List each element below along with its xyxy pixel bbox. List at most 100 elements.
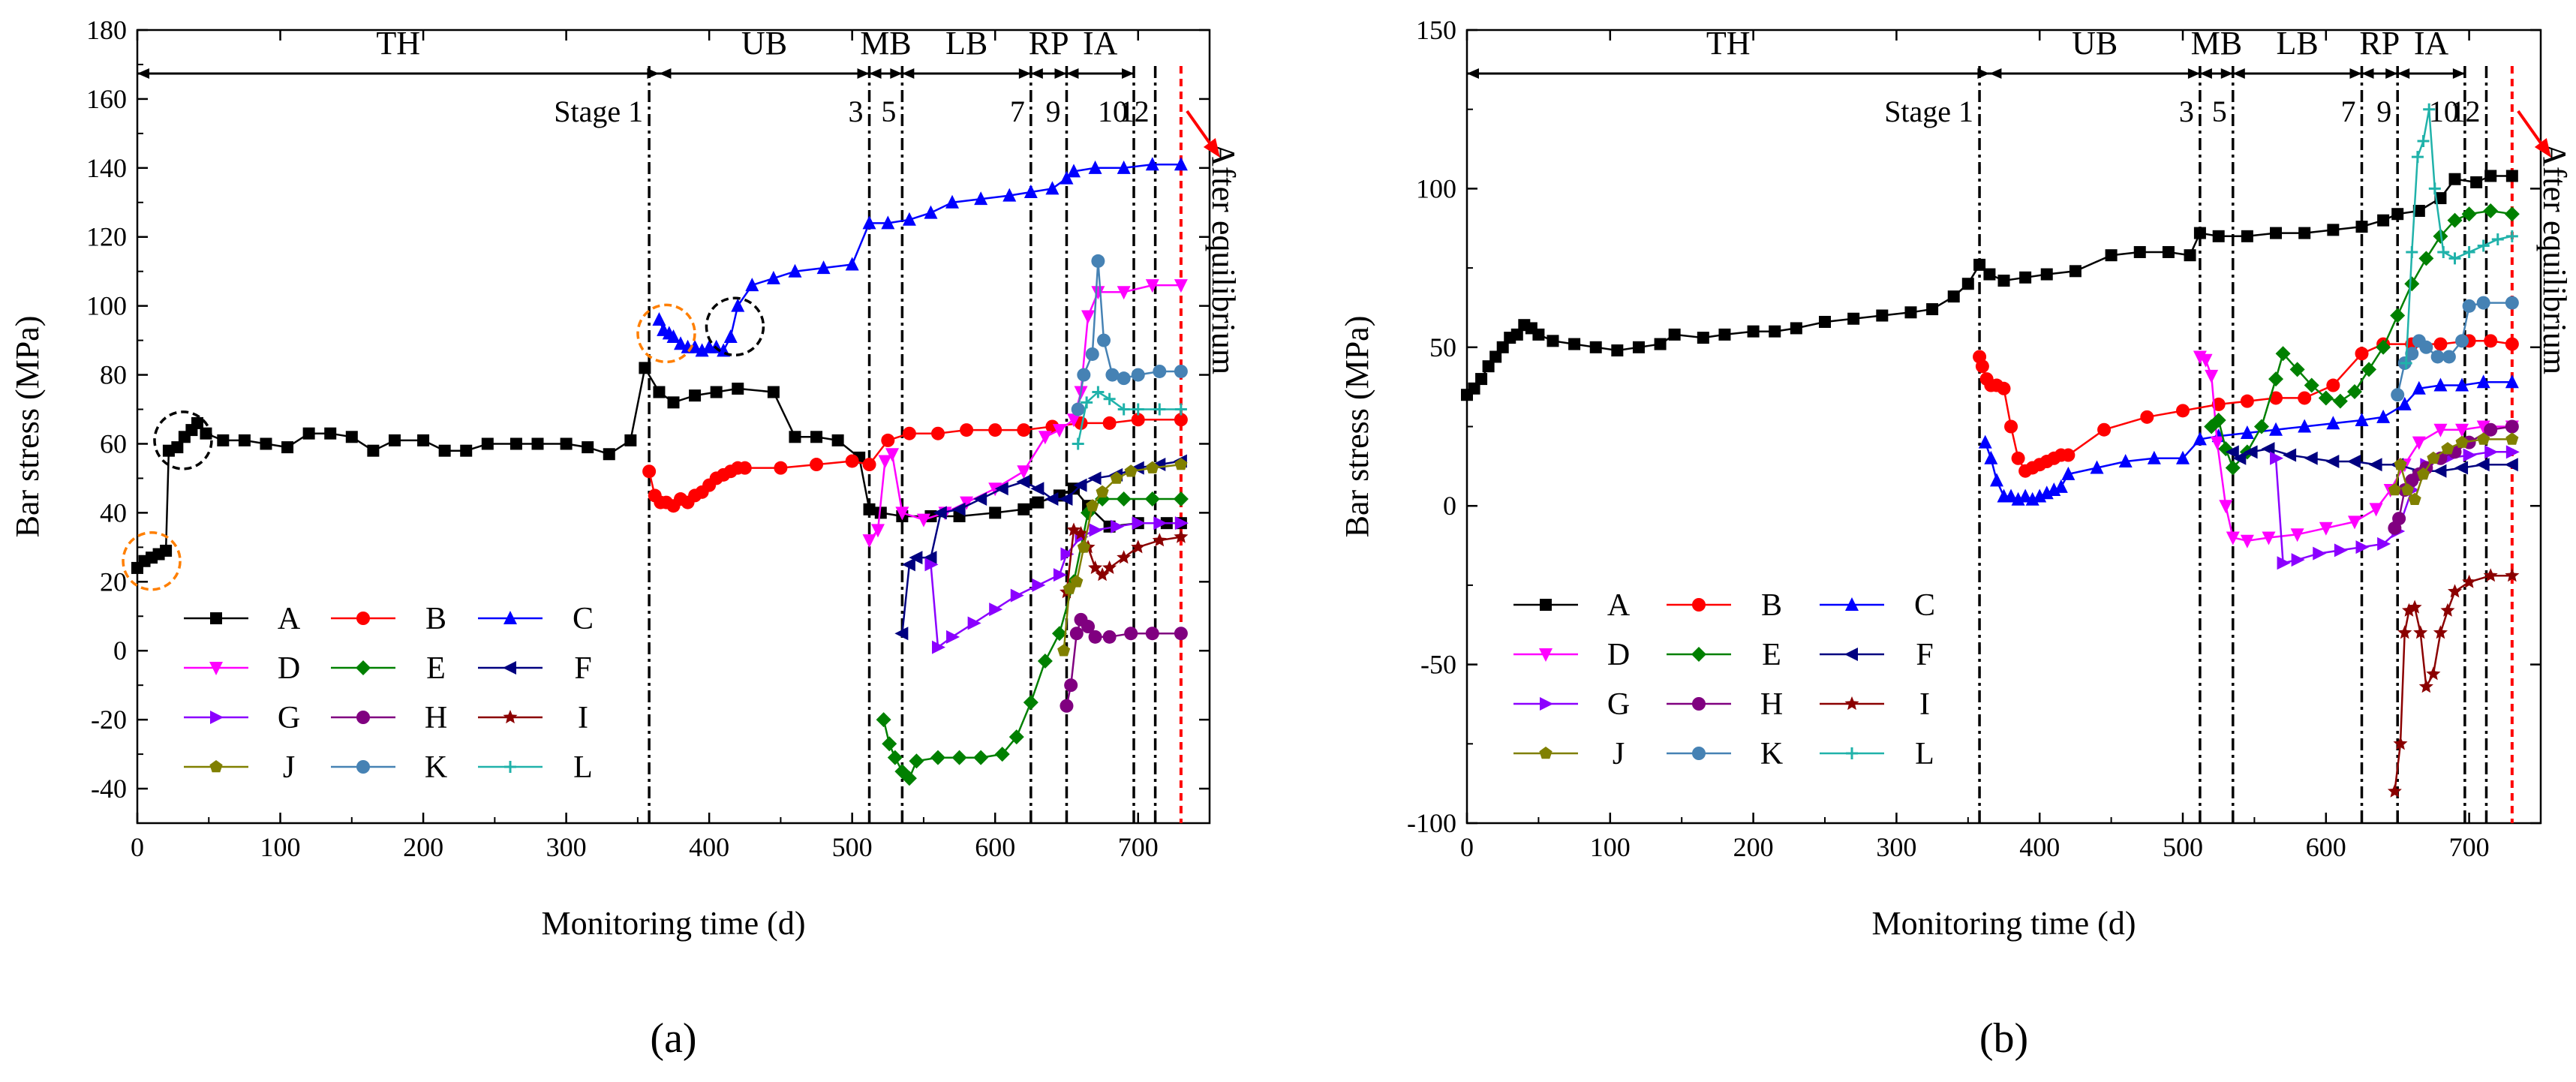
data-point-a xyxy=(2212,230,2225,242)
data-point-a xyxy=(2105,249,2118,262)
data-point-f xyxy=(2368,458,2382,472)
data-point-l xyxy=(2428,182,2441,195)
data-point-l xyxy=(2417,134,2430,147)
data-point-g xyxy=(924,558,939,572)
data-point-a xyxy=(1496,341,1509,353)
legend-marker xyxy=(1540,599,1552,611)
data-point-d xyxy=(2210,436,2224,450)
data-point-c xyxy=(2147,450,2161,464)
legend-marker xyxy=(356,760,370,774)
data-point-k xyxy=(2455,334,2469,348)
data-point-e xyxy=(1173,491,1189,507)
data-point-i xyxy=(2413,625,2428,639)
data-point-a xyxy=(2377,214,2390,227)
y-tick-label: 180 xyxy=(86,15,127,45)
data-point-b xyxy=(2211,397,2226,411)
y-tick-label: 80 xyxy=(100,360,127,390)
data-point-i xyxy=(2418,679,2433,693)
legend-label: A xyxy=(278,602,301,636)
data-point-g xyxy=(1032,578,1046,592)
data-point-l xyxy=(2491,233,2504,246)
data-point-b xyxy=(960,423,974,437)
data-point-h xyxy=(2505,419,2519,434)
legend-label: J xyxy=(1613,737,1625,771)
data-point-g xyxy=(2505,445,2520,459)
data-point-a xyxy=(2241,230,2253,242)
data-point-l xyxy=(2505,230,2518,242)
data-point-d xyxy=(2219,500,2233,514)
data-point-c xyxy=(924,205,938,219)
data-point-k xyxy=(2430,350,2445,364)
data-point-i xyxy=(1102,560,1117,574)
data-point-h xyxy=(2392,512,2406,526)
legend-marker xyxy=(1539,648,1553,662)
data-point-b xyxy=(738,461,752,475)
data-point-e xyxy=(2289,362,2305,377)
legend-label: I xyxy=(1919,687,1930,722)
data-point-b xyxy=(930,426,945,440)
data-point-c xyxy=(862,215,876,230)
data-point-d xyxy=(1117,286,1131,300)
stage-band-label: RP xyxy=(2359,25,2400,62)
panel-label: (b) xyxy=(1979,1015,2028,1062)
data-point-c xyxy=(723,329,738,344)
data-point-j xyxy=(1146,461,1159,473)
data-point-d xyxy=(1081,310,1096,324)
data-point-a xyxy=(1819,315,1831,328)
legend-item-h: H xyxy=(331,701,447,735)
x-tick-label: 700 xyxy=(1118,832,1159,862)
data-point-g xyxy=(2463,448,2477,462)
data-point-i xyxy=(2433,625,2448,639)
x-tick-label: 100 xyxy=(260,832,301,862)
data-point-d xyxy=(2262,531,2276,546)
data-point-k xyxy=(1097,333,1111,347)
data-point-h xyxy=(1102,630,1117,644)
series-e xyxy=(2204,203,2520,476)
data-point-c xyxy=(2269,422,2283,436)
stage-number-label: 5 xyxy=(881,95,896,128)
data-point-j xyxy=(2441,442,2454,455)
data-point-b xyxy=(2433,337,2448,351)
legend-marker xyxy=(1692,747,1706,760)
legend-label: G xyxy=(278,701,300,735)
data-point-l xyxy=(2411,151,2424,164)
stage-band-arrowhead xyxy=(902,68,915,79)
data-point-e xyxy=(901,771,917,786)
data-point-a xyxy=(863,503,876,515)
panel-a: 0 100 200 300 400 500 600 700 -40 -20 0 20 40 60 80 100… xyxy=(9,15,1242,1062)
data-point-a xyxy=(1961,278,1974,290)
y-tick-label: 120 xyxy=(86,222,127,252)
y-tick-label: -50 xyxy=(1420,650,1456,680)
data-point-d xyxy=(2240,534,2254,549)
legend-label: H xyxy=(425,701,447,735)
data-point-c xyxy=(2004,488,2018,503)
data-point-k xyxy=(2505,296,2519,310)
legend-marker xyxy=(210,612,222,624)
data-point-g xyxy=(2355,540,2370,555)
data-point-a xyxy=(624,434,637,446)
data-point-f xyxy=(973,492,987,506)
legend-item-f: F xyxy=(478,651,592,686)
data-point-d xyxy=(862,534,876,549)
y-axis-label: Bar stress (MPa) xyxy=(9,316,46,538)
data-point-e xyxy=(2304,377,2319,393)
data-point-e xyxy=(2211,413,2226,428)
legend-item-e: E xyxy=(1667,638,1781,672)
legend: A B C D E F G H I J K L xyxy=(1513,588,1935,771)
data-point-l xyxy=(2406,245,2418,258)
stage-band-arrowhead xyxy=(2349,68,2362,79)
legend-label: C xyxy=(573,602,594,636)
stage-band-arrowhead xyxy=(1018,68,1031,79)
data-point-a xyxy=(2270,227,2283,239)
data-point-a xyxy=(367,444,380,457)
data-point-b xyxy=(2011,451,2025,465)
data-point-a xyxy=(217,434,230,446)
legend-marker xyxy=(1846,747,1858,759)
data-point-a xyxy=(1973,258,1986,271)
data-point-a xyxy=(281,441,294,454)
data-point-c xyxy=(881,215,895,230)
data-point-c xyxy=(1002,188,1017,202)
data-point-l xyxy=(2437,245,2450,258)
series-line-l xyxy=(1077,390,1181,444)
stage-band-label: TH xyxy=(1706,25,1751,62)
